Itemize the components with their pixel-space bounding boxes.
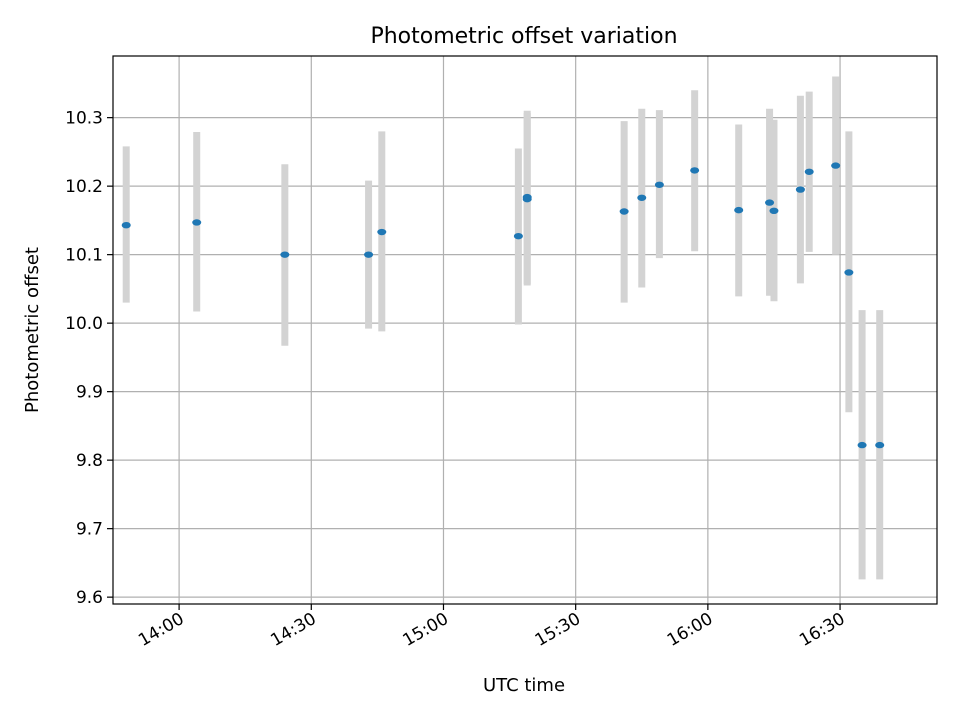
data-point: [522, 193, 532, 201]
data-point: [765, 199, 775, 206]
x-tick-label: 15:30: [532, 609, 584, 651]
y-tick-label: 9.9: [76, 383, 103, 403]
y-tick-label: 10.0: [65, 314, 103, 334]
y-axis-label: Photometric offset: [22, 247, 43, 413]
x-tick-label: 16:30: [796, 609, 848, 651]
data-point: [654, 181, 664, 188]
x-tick-label: 15:00: [400, 609, 452, 651]
y-tick-label: 9.8: [76, 451, 103, 471]
data-point: [831, 162, 841, 169]
axis-ticks: 9.6 9.7 9.8 9.9 10.0 10.1 10.2 10.3 14:00 14:30 15…: [65, 109, 848, 651]
data-point: [364, 251, 374, 258]
data-point: [795, 186, 805, 193]
y-tick-label: 9.7: [76, 520, 103, 540]
data-point: [769, 207, 779, 215]
data-point: [377, 228, 387, 236]
x-axis-label: UTC time: [483, 675, 565, 696]
data-point: [280, 251, 290, 258]
data-point: [192, 219, 202, 226]
plot-area-frame: [112, 55, 938, 605]
y-tick-label: 9.6: [76, 588, 103, 608]
data-point: [121, 221, 131, 229]
data-point: [844, 269, 854, 276]
data-point: [857, 441, 867, 449]
error-bars: [122, 76, 884, 580]
data-point: [513, 232, 523, 240]
data-points: [121, 162, 885, 449]
y-tick-label: 10.2: [65, 177, 103, 197]
x-tick-label: 16:00: [664, 609, 716, 651]
data-point: [690, 167, 700, 174]
data-point: [875, 441, 885, 449]
y-tick-label: 10.1: [65, 246, 103, 266]
y-tick-label: 10.3: [65, 109, 103, 129]
data-point: [734, 206, 744, 214]
data-point: [637, 194, 647, 201]
data-point: [804, 168, 814, 175]
x-tick-label: 14:00: [135, 609, 187, 651]
chart-title: Photometric offset variation: [370, 24, 677, 49]
x-tick-label: 14:30: [267, 609, 319, 651]
data-point: [619, 208, 629, 215]
